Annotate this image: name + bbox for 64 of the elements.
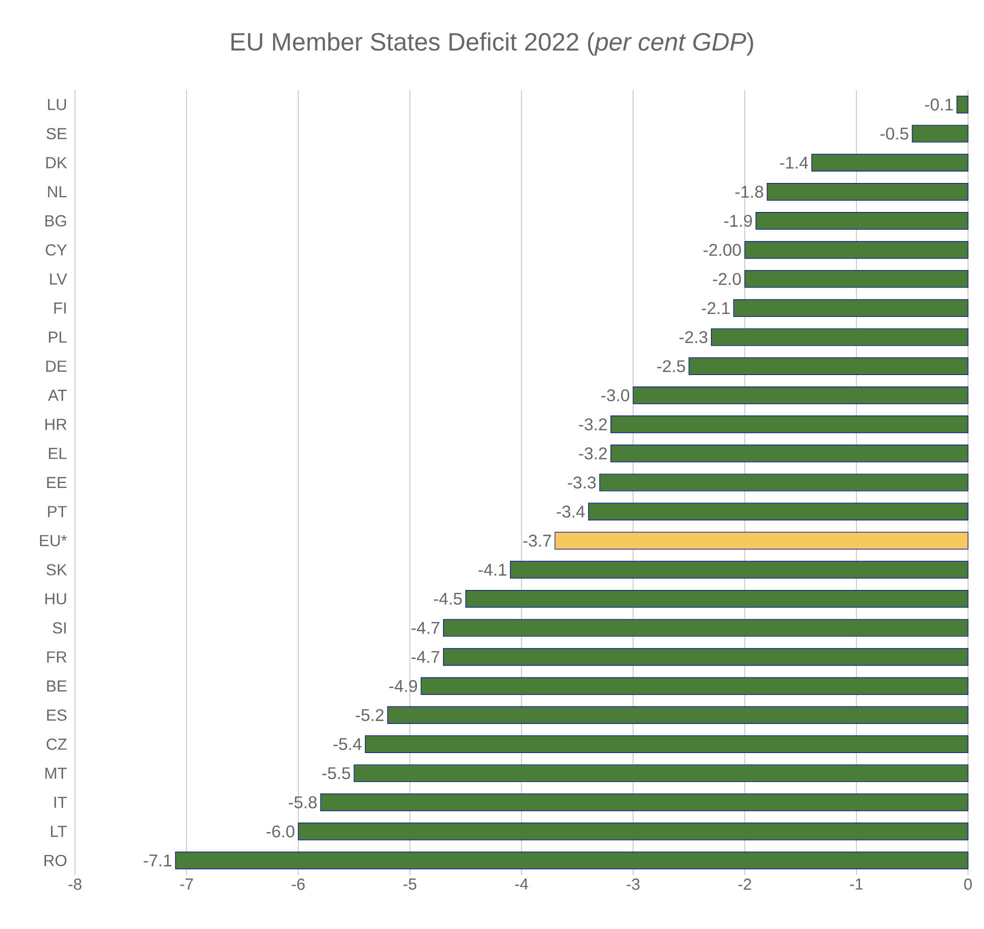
data-label: -1.8	[735, 186, 764, 198]
x-tick-label: -6	[292, 878, 305, 890]
y-tick-label: EE	[47, 477, 67, 488]
x-tick-label: -4	[515, 878, 528, 890]
data-label: -0.5	[880, 128, 908, 140]
data-label: -4.5	[434, 592, 462, 605]
x-tick-label: -8	[68, 878, 82, 890]
data-label: -3.0	[601, 389, 630, 402]
y-tick-label: SI	[52, 622, 66, 634]
data-label: -5.2	[356, 709, 384, 722]
data-label: -2.0	[713, 272, 741, 286]
y-tick-label: LU	[48, 98, 66, 110]
x-tick-label: -2	[738, 878, 752, 890]
y-tick-label: HR	[45, 418, 66, 430]
y-tick-label: CZ	[46, 738, 67, 750]
x-tick-label: -7	[180, 878, 193, 890]
data-label: -2.5	[657, 360, 686, 372]
y-tick-label: SK	[46, 564, 68, 576]
y-tick-label: PT	[48, 506, 67, 518]
chart-title: EU Member States Deficit 2022 (per cent GDP)	[231, 32, 754, 56]
y-tick-label: BE	[47, 680, 67, 692]
data-label: -3.2	[579, 447, 607, 460]
x-tick-label: -3	[626, 878, 640, 890]
data-label: -4.1	[478, 564, 506, 576]
y-tick-label: MT	[45, 768, 67, 779]
y-tick-label: DE	[46, 360, 67, 372]
y-tick-label: EU*	[40, 535, 67, 546]
data-label: -7.1	[144, 854, 172, 866]
data-label: -4.9	[389, 680, 418, 692]
y-tick-label: NL	[48, 186, 67, 198]
y-tick-label: RO	[44, 854, 66, 866]
y-tick-label: EL	[48, 448, 67, 459]
y-tick-label: SE	[46, 128, 67, 140]
x-tick-label: 0	[964, 878, 972, 890]
x-tick-label: -5	[403, 878, 416, 890]
data-label: -3.4	[556, 506, 585, 518]
y-tick-label: IT	[54, 796, 67, 808]
y-tick-label: DK	[46, 157, 68, 168]
data-label: -2.3	[680, 331, 708, 344]
y-tick-label: LT	[51, 826, 67, 837]
data-label: -3.7	[523, 534, 551, 547]
data-label: -5.5	[322, 767, 350, 780]
y-tick-label: HU	[45, 593, 66, 604]
y-tick-label: ES	[47, 709, 66, 721]
data-label: -5.4	[333, 738, 362, 750]
data-label: -4.7	[412, 622, 440, 634]
data-label: -5.8	[288, 796, 317, 808]
y-tick-label: PL	[48, 332, 67, 343]
data-label: -2.1	[702, 302, 730, 314]
data-label: -1.4	[780, 156, 808, 169]
y-tick-label: LV	[50, 273, 68, 284]
data-label: -4.7	[412, 651, 440, 663]
data-label: -0.1	[925, 98, 953, 111]
data-label: -6.0	[266, 825, 294, 838]
y-tick-label: FI	[54, 302, 66, 314]
data-label: -3.3	[568, 476, 596, 489]
data-label: -3.2	[579, 418, 607, 430]
x-tick-label: -1	[850, 878, 863, 890]
y-tick-label: FR	[47, 651, 66, 662]
y-tick-label: AT	[48, 390, 67, 401]
data-label: -1.9	[724, 214, 752, 227]
data-label: -2.00	[704, 244, 741, 256]
y-tick-label: BG	[45, 215, 66, 226]
y-tick-label: CY	[46, 244, 67, 256]
